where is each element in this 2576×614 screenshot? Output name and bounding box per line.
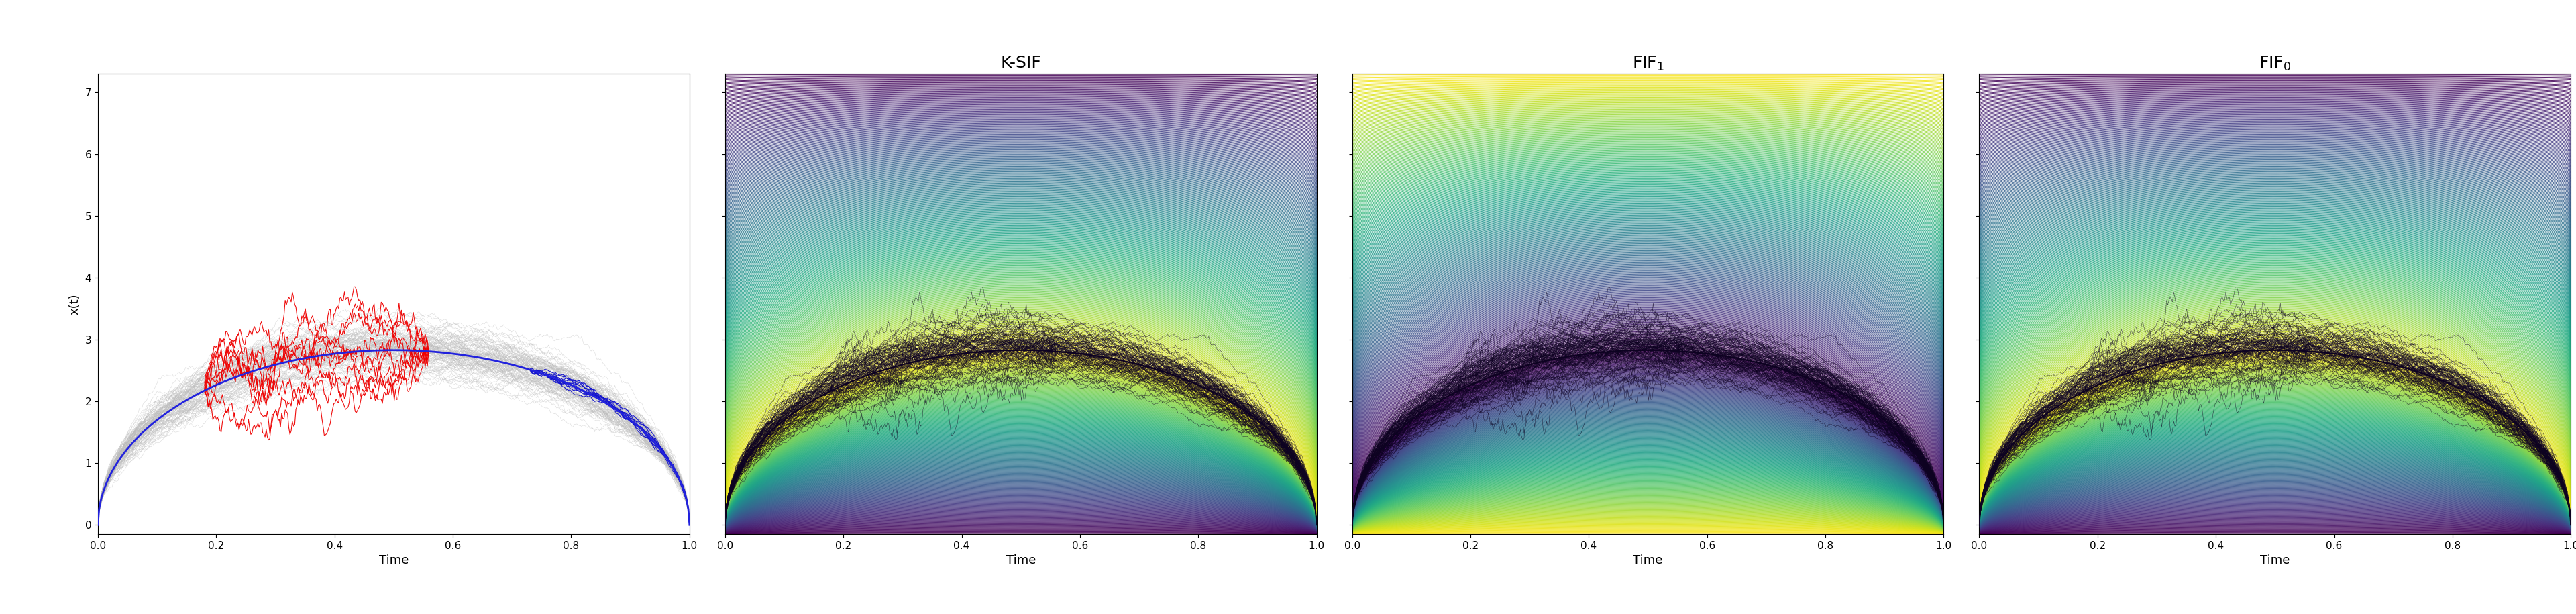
Title: K-SIF: K-SIF	[999, 55, 1041, 71]
X-axis label: Time: Time	[2259, 554, 2290, 567]
Title: FIF$_1$: FIF$_1$	[1631, 55, 1664, 72]
Y-axis label: x(t): x(t)	[70, 293, 80, 314]
X-axis label: Time: Time	[1005, 554, 1036, 567]
X-axis label: Time: Time	[379, 554, 410, 567]
Title: FIF$_0$: FIF$_0$	[2259, 55, 2290, 72]
X-axis label: Time: Time	[1633, 554, 1664, 567]
